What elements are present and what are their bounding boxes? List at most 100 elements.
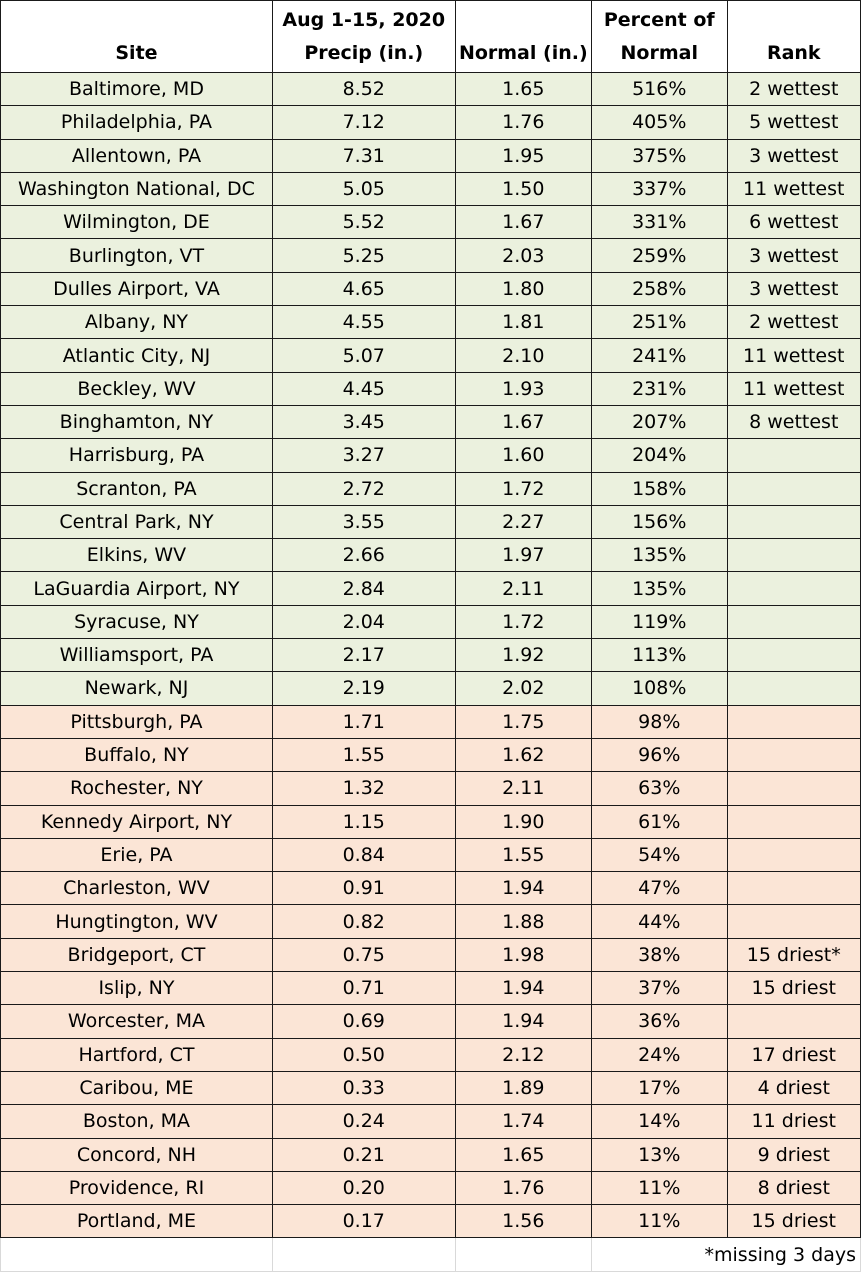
cell-site: Scranton, PA <box>0 471 273 506</box>
table-row: Beckley, WV 4.45 1.93 231% 11 wettest <box>0 371 861 406</box>
cell-precip: 1.32 <box>271 771 456 806</box>
cell-rank <box>726 504 861 540</box>
cell-site: Burlington, VT <box>0 238 273 273</box>
table-row: Pittsburgh, PA 1.71 1.75 98% <box>0 704 861 739</box>
cell-percent: 13% <box>591 1137 728 1172</box>
header-precip-line2: Precip (in.) <box>304 42 424 64</box>
cell-precip: 0.33 <box>271 1070 456 1106</box>
cell-normal: 1.75 <box>454 704 593 739</box>
cell-precip: 0.91 <box>271 871 456 906</box>
table-row: Albany, NY 4.55 1.81 251% 2 wettest <box>0 305 861 340</box>
cell-site: Providence, RI <box>0 1170 273 1206</box>
cell-percent: 54% <box>591 837 728 873</box>
table-row: LaGuardia Airport, NY 2.84 2.11 135% <box>0 571 861 606</box>
header-precip-line1: Aug 1-15, 2020 <box>282 9 446 31</box>
cell-normal: 1.97 <box>454 538 593 573</box>
cell-percent: 47% <box>591 871 728 906</box>
header-percent-line1: Percent of <box>603 9 715 31</box>
table-row: Allentown, PA 7.31 1.95 375% 3 wettest <box>0 138 861 173</box>
cell-percent: 119% <box>591 604 728 640</box>
cell-rank <box>726 471 861 506</box>
cell-percent: 207% <box>591 404 728 440</box>
cell-precip: 2.04 <box>271 604 456 640</box>
cell-rank <box>726 1004 861 1039</box>
cell-normal: 1.72 <box>454 471 593 506</box>
header-rank: Rank <box>726 0 861 73</box>
cell-normal: 1.67 <box>454 205 593 240</box>
cell-percent: 113% <box>591 638 728 673</box>
cell-site: Pittsburgh, PA <box>0 704 273 739</box>
cell-precip: 3.27 <box>271 438 456 473</box>
cell-rank: 6 wettest <box>726 205 861 240</box>
cell-site: Harrisburg, PA <box>0 438 273 473</box>
cell-normal: 1.56 <box>454 1204 593 1239</box>
cell-percent: 44% <box>591 904 728 939</box>
cell-precip: 2.19 <box>271 671 456 706</box>
table-row: Buffalo, NY 1.55 1.62 96% <box>0 737 861 773</box>
cell-precip: 0.75 <box>271 937 456 973</box>
table-row: Portland, ME 0.17 1.56 11% 15 driest <box>0 1204 861 1239</box>
cell-precip: 4.65 <box>271 271 456 307</box>
header-percent: Percent of Normal <box>591 0 728 73</box>
cell-rank: 3 wettest <box>726 138 861 173</box>
cell-site: Washington National, DC <box>0 171 273 207</box>
header-row: Site Aug 1-15, 2020 Precip (in.) Normal … <box>0 0 861 73</box>
cell-precip: 3.45 <box>271 404 456 440</box>
cell-site: Dulles Airport, VA <box>0 271 273 307</box>
cell-rank <box>726 538 861 573</box>
cell-percent: 405% <box>591 105 728 140</box>
header-percent-line2: Normal <box>620 42 698 64</box>
cell-percent: 17% <box>591 1070 728 1106</box>
cell-percent: 11% <box>591 1204 728 1239</box>
cell-percent: 231% <box>591 371 728 406</box>
table-row: Islip, NY 0.71 1.94 37% 15 driest <box>0 971 861 1006</box>
cell-precip: 4.55 <box>271 305 456 340</box>
cell-precip: 7.31 <box>271 138 456 173</box>
cell-normal: 1.90 <box>454 804 593 839</box>
cell-rank <box>726 671 861 706</box>
cell-precip: 2.17 <box>271 638 456 673</box>
cell-rank: 11 driest <box>726 1104 861 1139</box>
cell-normal: 1.98 <box>454 937 593 973</box>
cell-precip: 0.71 <box>271 971 456 1006</box>
cell-percent: 63% <box>591 771 728 806</box>
table-body: Baltimore, MD 8.52 1.65 516% 2 wettest Philad… <box>0 71 861 1239</box>
cell-rank: 11 wettest <box>726 338 861 373</box>
cell-precip: 0.20 <box>271 1170 456 1206</box>
cell-percent: 241% <box>591 338 728 373</box>
cell-normal: 1.94 <box>454 971 593 1006</box>
cell-rank: 3 wettest <box>726 238 861 273</box>
cell-normal: 1.62 <box>454 737 593 773</box>
cell-precip: 0.24 <box>271 1104 456 1139</box>
header-precip: Aug 1-15, 2020 Precip (in.) <box>271 0 456 73</box>
table-row: Burlington, VT 5.25 2.03 259% 3 wettest <box>0 238 861 273</box>
cell-percent: 11% <box>591 1170 728 1206</box>
cell-normal: 1.65 <box>454 71 593 107</box>
cell-precip: 2.84 <box>271 571 456 606</box>
table-row: Hungtington, WV 0.82 1.88 44% <box>0 904 861 939</box>
cell-normal: 2.11 <box>454 771 593 806</box>
cell-percent: 516% <box>591 71 728 107</box>
cell-normal: 1.60 <box>454 438 593 473</box>
cell-rank: 2 wettest <box>726 71 861 107</box>
table-row: Erie, PA 0.84 1.55 54% <box>0 837 861 873</box>
cell-site: Elkins, WV <box>0 538 273 573</box>
table-row: Williamsport, PA 2.17 1.92 113% <box>0 638 861 673</box>
cell-percent: 61% <box>591 804 728 839</box>
cell-site: Atlantic City, NJ <box>0 338 273 373</box>
cell-precip: 8.52 <box>271 71 456 107</box>
cell-rank <box>726 804 861 839</box>
table-row: Concord, NH 0.21 1.65 13% 9 driest <box>0 1137 861 1172</box>
header-normal: Normal (in.) <box>454 0 593 73</box>
cell-percent: 331% <box>591 205 728 240</box>
table-row: Providence, RI 0.20 1.76 11% 8 driest <box>0 1170 861 1206</box>
cell-rank: 11 wettest <box>726 371 861 406</box>
cell-precip: 0.84 <box>271 837 456 873</box>
cell-percent: 156% <box>591 504 728 540</box>
cell-normal: 1.67 <box>454 404 593 440</box>
cell-precip: 0.21 <box>271 1137 456 1172</box>
cell-normal: 1.95 <box>454 138 593 173</box>
table-row: Elkins, WV 2.66 1.97 135% <box>0 538 861 573</box>
cell-site: Erie, PA <box>0 837 273 873</box>
cell-rank: 17 driest <box>726 1037 861 1072</box>
